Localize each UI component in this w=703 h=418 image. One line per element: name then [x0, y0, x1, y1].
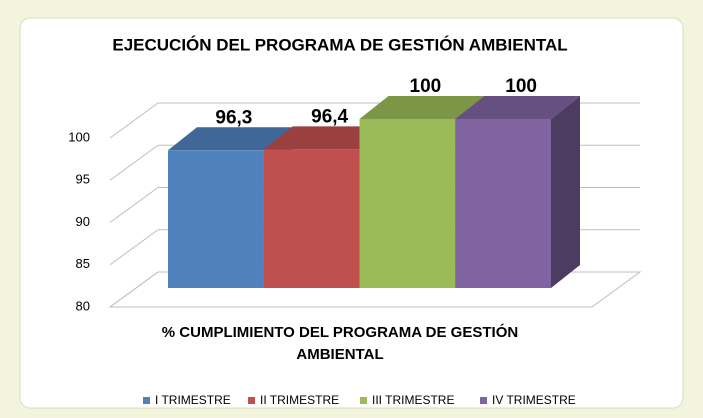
bar-top	[455, 96, 580, 119]
bar-top	[168, 127, 293, 151]
data-label: 96,3	[215, 107, 252, 128]
bar-top	[359, 96, 485, 119]
data-label: 100	[410, 76, 442, 97]
chart-title: EJECUCIÓN DEL PROGRAMA DE GESTIÓN AMBIEN…	[112, 35, 567, 54]
data-label: 96,4	[311, 106, 348, 127]
bar	[168, 150, 264, 288]
data-label: 100	[505, 76, 537, 97]
y-tick-label: 95	[76, 172, 90, 187]
legend-label: II TRIMESTRE	[260, 393, 339, 407]
y-tick-label: 80	[76, 298, 90, 313]
bar-side	[551, 96, 580, 288]
legend-label: IV TRIMESTRE	[492, 393, 576, 407]
legend-swatch	[143, 397, 150, 404]
legend-swatch	[360, 397, 367, 404]
bar-top	[263, 126, 389, 150]
legend-swatch	[480, 397, 487, 404]
bar	[455, 119, 551, 288]
legend-swatch	[248, 397, 255, 404]
x-axis-label: % CUMPLIMIENTO DEL PROGRAMA DE GESTIÓN A…	[161, 324, 519, 363]
legend-label: III TRIMESTRE	[372, 393, 454, 407]
y-tick-label: 85	[76, 256, 90, 271]
y-tick-label: 100	[68, 129, 90, 144]
bar	[359, 119, 456, 288]
legend-label: I TRIMESTRE	[155, 393, 231, 407]
bar	[263, 149, 360, 288]
y-tick-label: 90	[76, 214, 90, 229]
